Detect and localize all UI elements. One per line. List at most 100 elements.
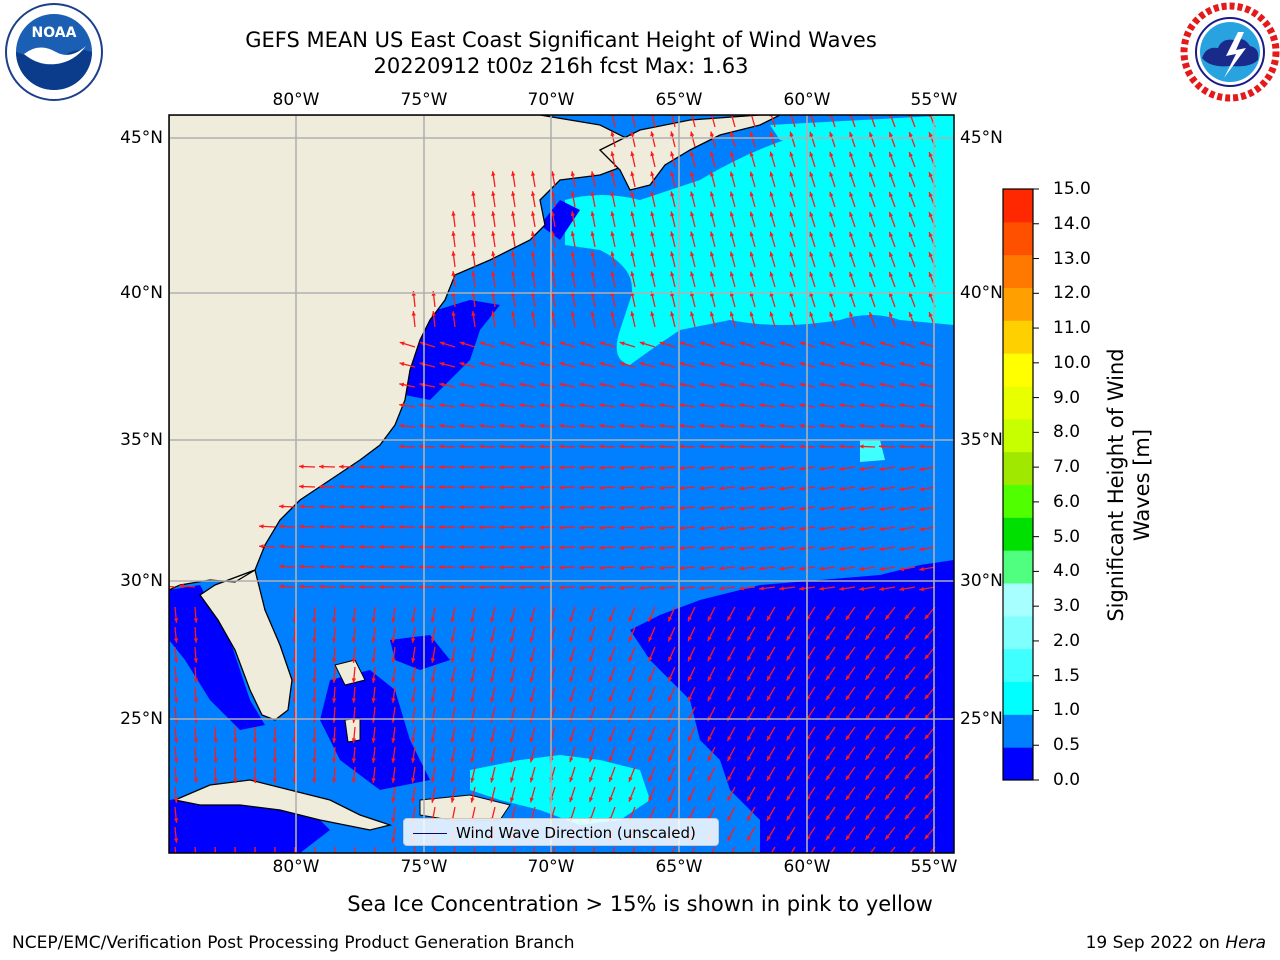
wave-arrow-head <box>628 676 633 682</box>
wave-arrow-head <box>679 565 684 571</box>
colorbar-swatch <box>1003 254 1033 288</box>
wave-arrow-head <box>450 657 455 663</box>
wave-arrow-head <box>899 382 905 387</box>
wave-arrow-head <box>809 271 814 277</box>
wave-arrow-head <box>904 814 910 820</box>
wave-arrow-head <box>899 546 905 552</box>
colorbar-swatch <box>1003 221 1033 256</box>
wave-arrow-head <box>668 676 673 682</box>
wave-arrow-head <box>319 584 324 589</box>
wave-arrow-head <box>739 546 744 551</box>
wave-arrow-head <box>679 525 684 531</box>
wave-arrow-head <box>859 382 865 387</box>
wave-arrow-head <box>579 403 584 408</box>
wave-arrow-head <box>193 678 199 683</box>
wave-arrow-head <box>849 231 854 237</box>
wave-arrow-head <box>766 655 772 661</box>
wave-arrow-head <box>747 615 752 621</box>
wave-arrow-head <box>707 756 712 762</box>
wave-arrow-head <box>372 858 376 863</box>
wave-arrow-head <box>319 504 324 509</box>
wave-arrow-head <box>233 858 237 863</box>
wave-arrow-head <box>779 566 784 571</box>
wave-arrow <box>750 846 756 853</box>
wave-arrow-head <box>451 231 456 236</box>
wave-arrow-head <box>419 484 424 490</box>
colorbar-tick-label: 6.0 <box>1053 491 1081 512</box>
wave-arrow-head <box>904 614 910 620</box>
wave-arrow-head <box>650 131 655 137</box>
wave-arrow-head <box>699 382 705 387</box>
wave-arrow-head <box>619 403 624 408</box>
wave-arrow-head <box>539 465 544 470</box>
wave-arrow-head <box>419 464 424 470</box>
wave-arrow-head <box>359 484 364 489</box>
wave-arrow-head <box>779 506 784 511</box>
wave-arrow-head <box>769 231 774 237</box>
wave-arrow-head <box>351 658 357 663</box>
wave-arrow-head <box>439 444 444 449</box>
wave-arrow-head <box>869 251 874 257</box>
wave-arrow-head <box>630 151 635 157</box>
wave-arrow-head <box>439 524 444 530</box>
wave-arrow-head <box>491 231 496 236</box>
wave-arrow-head <box>719 382 725 387</box>
wave-arrow-head <box>509 737 515 743</box>
wave-arrow-head <box>769 311 774 317</box>
lon-tick-top: 60°W <box>783 90 831 110</box>
wave-arrow-head <box>511 311 516 316</box>
colorbar-swatch <box>1003 189 1033 223</box>
wave-arrow-head <box>719 566 724 571</box>
wave-arrow-head <box>668 776 673 782</box>
wave-arrow-head <box>252 758 258 763</box>
wave-arrow-head <box>759 486 764 491</box>
wave-arrow-head <box>819 423 824 429</box>
wave-arrow-head <box>470 697 475 703</box>
wave-arrow-head <box>371 638 376 643</box>
wave-arrow-head <box>639 423 644 429</box>
wave-arrow-head <box>299 484 304 489</box>
colorbar-tick-label: 0.5 <box>1053 735 1081 756</box>
wave-arrow-head <box>539 423 544 429</box>
wave-arrow-head <box>509 677 515 683</box>
wave-arrow-head <box>719 362 725 367</box>
wave-arrow-head <box>312 618 317 623</box>
wave-arrow-head <box>879 566 885 572</box>
wave-arrow-head <box>193 738 199 743</box>
wave-arrow-head <box>499 545 504 550</box>
wave-arrow <box>473 846 476 853</box>
wave-arrow-head <box>312 698 317 703</box>
wave-arrow-head <box>530 171 536 177</box>
wave-arrow-head <box>379 464 384 470</box>
wave-arrow-head <box>479 505 484 510</box>
wave-arrow-head <box>708 856 712 861</box>
wave-arrow <box>830 846 836 853</box>
wave-arrow-head <box>679 444 684 449</box>
wave-arrow-head <box>789 171 794 177</box>
wave-arrow-head <box>888 171 894 177</box>
wave-arrow-head <box>826 755 831 761</box>
wave-arrow-head <box>332 738 337 743</box>
wave-arrow-head <box>213 858 217 863</box>
wave-arrow-head <box>650 151 655 157</box>
wave-arrow-head <box>179 583 184 589</box>
lat-tick-right: 30°N <box>960 571 1003 591</box>
wave-arrow-head <box>628 636 633 642</box>
wave-arrow-head <box>799 486 804 491</box>
wave-arrow-head <box>719 341 725 346</box>
wave-arrow-head <box>766 755 772 761</box>
wave-arrow-head <box>639 485 644 491</box>
wave-arrow-head <box>759 403 764 408</box>
wave-arrow-head <box>679 341 685 346</box>
wave-arrow-head <box>759 526 764 531</box>
wave-arrow-head <box>879 466 885 472</box>
wave-arrow-head <box>639 362 645 367</box>
wave-arrow-head <box>312 678 317 683</box>
wave-arrow-head <box>391 778 396 783</box>
wave-arrow-head <box>509 657 515 663</box>
wave-arrow-head <box>628 656 633 662</box>
wave-arrow-head <box>648 616 653 622</box>
wave-arrow-head <box>450 677 455 683</box>
wave-arrow-head <box>589 857 593 862</box>
wave-arrow-head <box>559 382 565 387</box>
